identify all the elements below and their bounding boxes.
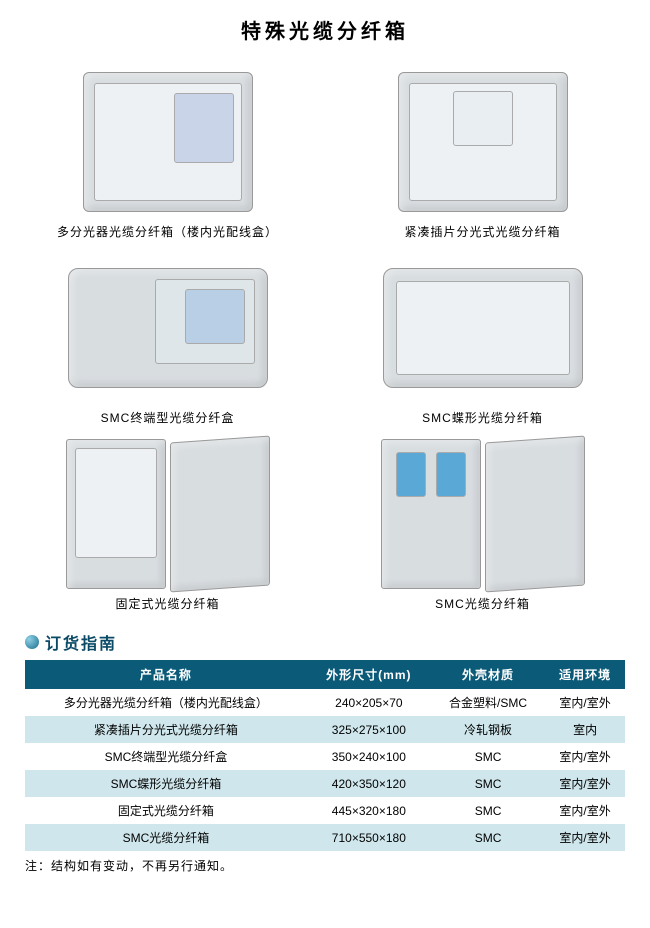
table-cell: 室内/室外 (545, 770, 625, 797)
product-image (363, 436, 603, 591)
table-cell: 室内/室外 (545, 797, 625, 824)
table-header-row: 产品名称 外形尺寸(mm) 外壳材质 适用环境 (25, 660, 625, 689)
page-title: 特殊光缆分纤箱 (25, 15, 625, 44)
table-cell: 室内/室外 (545, 689, 625, 716)
table-row: 紧凑插片分光式光缆分纤箱325×275×100冷轧钢板室内 (25, 716, 625, 743)
order-guide-header: 订货指南 (25, 630, 625, 654)
table-cell: 420×350×120 (307, 770, 431, 797)
table-row: 多分光器光缆分纤箱（楼内光配线盒）240×205×70合金塑料/SMC室内/室外 (25, 689, 625, 716)
table-cell: 室内 (545, 716, 625, 743)
table-cell: SMC (431, 770, 545, 797)
product-image (363, 250, 603, 405)
table-cell: 325×275×100 (307, 716, 431, 743)
order-guide-title: 订货指南 (45, 630, 117, 654)
product-cell: 固定式光缆分纤箱 (25, 436, 310, 612)
table-header: 产品名称 (25, 660, 307, 689)
table-row: SMC终端型光缆分纤盒350×240×100SMC室内/室外 (25, 743, 625, 770)
table-cell: SMC (431, 824, 545, 851)
table-cell: 固定式光缆分纤箱 (25, 797, 307, 824)
table-cell: 室内/室外 (545, 743, 625, 770)
product-cell: SMC终端型光缆分纤盒 (25, 250, 310, 426)
table-cell: 多分光器光缆分纤箱（楼内光配线盒） (25, 689, 307, 716)
table-cell: 350×240×100 (307, 743, 431, 770)
table-cell: SMC光缆分纤箱 (25, 824, 307, 851)
table-row: SMC蝶形光缆分纤箱420×350×120SMC室内/室外 (25, 770, 625, 797)
product-cell: 多分光器光缆分纤箱（楼内光配线盒） (25, 64, 310, 240)
table-header: 外形尺寸(mm) (307, 660, 431, 689)
table-cell: SMC蝶形光缆分纤箱 (25, 770, 307, 797)
table-header: 外壳材质 (431, 660, 545, 689)
table-cell: 240×205×70 (307, 689, 431, 716)
product-image (48, 64, 288, 219)
table-cell: 室内/室外 (545, 824, 625, 851)
table-row: SMC光缆分纤箱710×550×180SMC室内/室外 (25, 824, 625, 851)
table-cell: 445×320×180 (307, 797, 431, 824)
table-cell: SMC (431, 797, 545, 824)
product-cell: 紧凑插片分光式光缆分纤箱 (340, 64, 625, 240)
table-header: 适用环境 (545, 660, 625, 689)
table-cell: SMC终端型光缆分纤盒 (25, 743, 307, 770)
product-image (363, 64, 603, 219)
product-image (48, 436, 288, 591)
table-cell: 710×550×180 (307, 824, 431, 851)
product-image (48, 250, 288, 405)
product-caption: 紧凑插片分光式光缆分纤箱 (404, 223, 560, 240)
product-caption: SMC终端型光缆分纤盒 (101, 409, 235, 426)
table-row: 固定式光缆分纤箱445×320×180SMC室内/室外 (25, 797, 625, 824)
table-cell: SMC (431, 743, 545, 770)
table-cell: 紧凑插片分光式光缆分纤箱 (25, 716, 307, 743)
table-cell: 合金塑料/SMC (431, 689, 545, 716)
product-grid: 多分光器光缆分纤箱（楼内光配线盒） 紧凑插片分光式光缆分纤箱 SMC终端型光缆分… (25, 64, 625, 612)
product-caption: 多分光器光缆分纤箱（楼内光配线盒） (57, 223, 278, 240)
table-cell: 冷轧钢板 (431, 716, 545, 743)
product-cell: SMC蝶形光缆分纤箱 (340, 250, 625, 426)
spec-table: 产品名称 外形尺寸(mm) 外壳材质 适用环境 多分光器光缆分纤箱（楼内光配线盒… (25, 660, 625, 851)
bullet-icon (25, 635, 39, 649)
product-caption: 固定式光缆分纤箱 (115, 595, 219, 612)
product-caption: SMC蝶形光缆分纤箱 (422, 409, 543, 426)
product-cell: SMC光缆分纤箱 (340, 436, 625, 612)
footnote: 注：结构如有变动，不再另行通知。 (25, 857, 625, 874)
product-caption: SMC光缆分纤箱 (435, 595, 530, 612)
